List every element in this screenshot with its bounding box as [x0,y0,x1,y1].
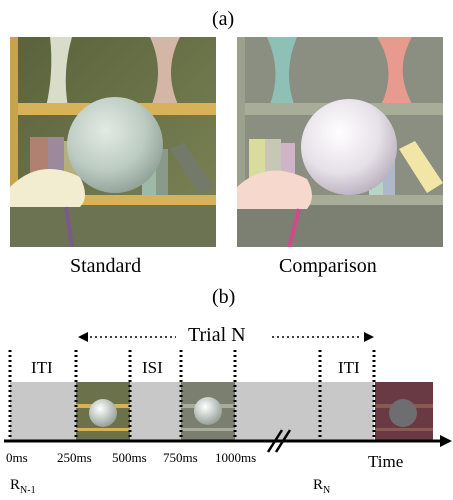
lamp [237,170,312,209]
vase-left [46,37,72,107]
lower-wall [237,205,443,247]
next-trial-frame-thumbnail [375,382,433,440]
sphere [301,99,397,195]
book [399,141,443,193]
comparison-caption: Comparison [279,255,377,277]
shelf-bottom [237,195,443,205]
shelf-bottom [10,195,216,205]
shelf-side [10,37,18,247]
isi-label: ISI [142,358,163,377]
sphere [67,97,163,193]
shelf-side [237,37,245,247]
book [170,143,214,195]
lamp [10,169,85,207]
standard-caption: Standard [70,255,142,277]
iti-right-label: ITI [338,358,360,377]
trial-arrow-right-head [364,332,374,342]
comparison-frame-thumbnail [181,382,235,440]
lamp-pole [64,206,74,247]
comparison-stimulus-image [237,37,443,247]
time-tick-label: 0ms [6,450,28,465]
vase-right [377,37,415,109]
response-prev-label: RN-1 [10,477,36,496]
panel-b-label: (b) [212,286,236,308]
iti-left-label: ITI [31,358,53,377]
standard-stimulus-image [10,37,216,247]
time-tick-label: 500ms [112,450,147,465]
vase-right [150,37,180,109]
lower-wall [10,205,216,247]
trial-label: Trial N [188,324,246,346]
trial-arrow-left-head [78,332,88,342]
standard-frame-thumbnail [76,382,130,440]
time-axis-arrowhead [440,435,452,447]
time-tick-label: 750ms [163,450,198,465]
axis-break [266,429,292,453]
response-curr-label: RN [313,477,331,496]
lamp-pole [287,208,301,247]
time-axis-label: Time [368,452,404,471]
time-tick-label: 250ms [57,450,92,465]
interval-separators [8,350,376,440]
time-tick-label: 1000ms [215,450,257,465]
panel-a-label: (a) [212,8,235,30]
vase-left [267,37,297,107]
